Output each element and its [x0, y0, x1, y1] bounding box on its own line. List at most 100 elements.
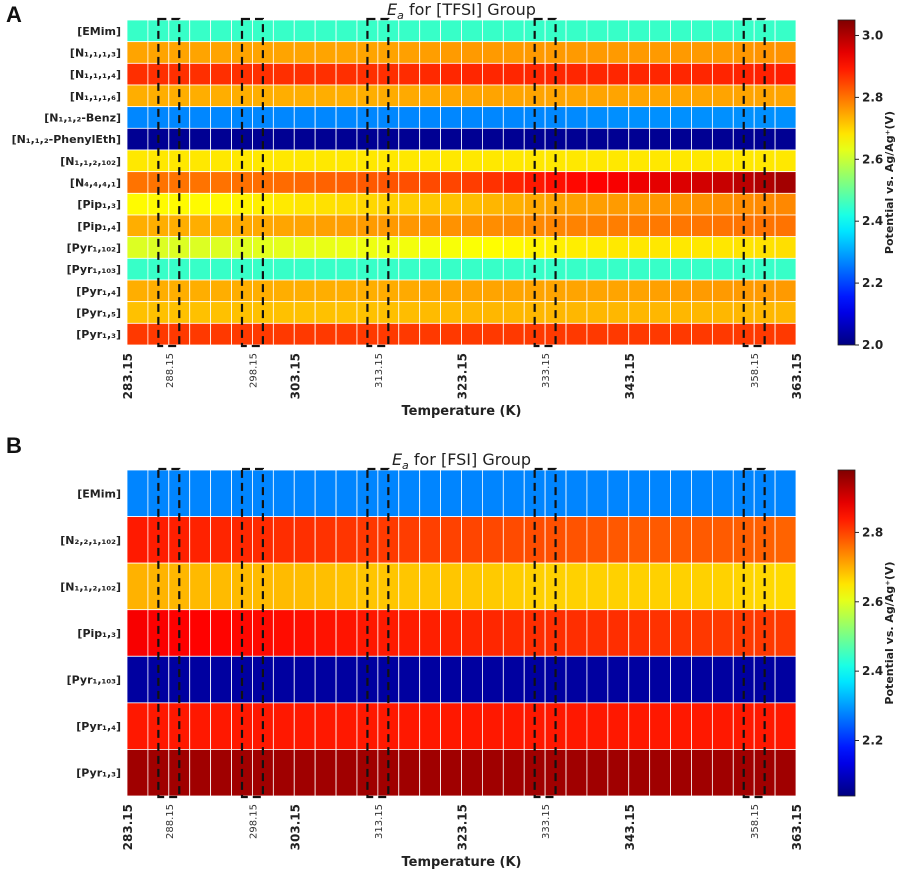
- heatmap-cell: [293, 469, 316, 517]
- heatmap-cell: [126, 609, 149, 657]
- heatmap-cell: [398, 609, 421, 657]
- heatmap-cell: [461, 469, 483, 517]
- heatmap-cell: [314, 469, 337, 517]
- heatmap-cell: [419, 609, 441, 657]
- heatmap-cell: [440, 655, 462, 704]
- row-label: [Pyr₁,₅]: [76, 307, 121, 320]
- heatmap-cell: [272, 702, 295, 750]
- x-tick-major: 303.15: [288, 804, 302, 850]
- heatmap-cell: [482, 609, 504, 657]
- colorbar-tick-label: 2.2: [862, 276, 883, 290]
- x-tick-minor: 313.15: [374, 353, 385, 388]
- heatmap-cell: [774, 609, 797, 657]
- heatmap-cell: [774, 469, 797, 517]
- heatmap-cell: [565, 655, 588, 704]
- heatmap-cell: [272, 655, 295, 704]
- x-tick-minor: 333.15: [541, 804, 552, 839]
- heatmap-cell: [586, 655, 609, 704]
- heatmap-cell: [461, 702, 483, 750]
- heatmap-cell: [607, 469, 630, 517]
- heatmap-cell: [419, 562, 441, 611]
- colorbar-tick-label: 2.8: [862, 90, 883, 104]
- heatmap-cell: [711, 702, 734, 750]
- heatmap-cell: [711, 562, 734, 611]
- heatmap-cell: [586, 469, 609, 517]
- heatmap-cell: [628, 702, 651, 750]
- heatmap-cell: [419, 655, 441, 704]
- x-tick-major: 303.15: [288, 353, 302, 399]
- x-tick-major: 323.15: [456, 804, 470, 850]
- heatmap-cell: [210, 702, 232, 750]
- heatmap-cell: [607, 609, 630, 657]
- heatmap-cell: [628, 609, 651, 657]
- heatmap-cell: [314, 609, 337, 657]
- colorbar-tick-label: 2.4: [862, 664, 883, 678]
- x-tick-major: 283.15: [121, 353, 135, 399]
- heatmap-cell: [607, 702, 630, 750]
- heatmap-cell: [293, 609, 316, 657]
- heatmap-cell: [126, 702, 149, 750]
- colorbar-tick-label: 2.0: [862, 338, 883, 352]
- heatmap-cell: [440, 562, 462, 611]
- highlight-box: [533, 17, 557, 348]
- heatmap-cell: [419, 749, 441, 797]
- heatmap-cell: [565, 609, 588, 657]
- heatmap-cell: [189, 516, 212, 564]
- highlight-box: [240, 17, 264, 348]
- heatmap-cell: [210, 609, 232, 657]
- heatmap-cell: [126, 516, 149, 564]
- heatmap-cell: [461, 655, 483, 704]
- heatmap-cell: [189, 469, 212, 517]
- heatmap-cell: [398, 516, 421, 564]
- colorbar-tick-label: 2.6: [862, 152, 883, 166]
- heatmap-cell: [272, 749, 295, 797]
- heatmap-cell: [419, 702, 441, 750]
- row-label: [Pyr₁,₄]: [76, 285, 121, 298]
- heatmap-cell: [335, 749, 358, 797]
- row-label: [N₁,₁,₁,₆]: [70, 90, 121, 103]
- heatmap-cell: [440, 702, 462, 750]
- row-label: [Pyr₁,₁₀₃]: [67, 263, 121, 276]
- colorbar: [837, 469, 856, 797]
- heatmap-cell: [398, 655, 421, 704]
- x-axis-label: Temperature (K): [402, 855, 522, 870]
- heatmap-cell: [126, 749, 149, 797]
- highlight-box: [240, 467, 264, 799]
- heatmap-cell: [189, 702, 212, 750]
- heatmap-cell: [335, 702, 358, 750]
- heatmap-cell: [607, 655, 630, 704]
- heatmap-cell: [502, 655, 525, 704]
- x-tick-minor: 288.15: [165, 353, 176, 388]
- row-label: [N₁,₁,₂,₁₀₂]: [60, 155, 121, 168]
- highlight-box: [366, 467, 390, 799]
- heatmap-cell: [691, 609, 713, 657]
- row-label: [Pip₁,₃]: [77, 627, 121, 640]
- heatmap-cell: [670, 609, 692, 657]
- row-label: [Pyr₁,₃]: [76, 328, 121, 341]
- chart-title: Ea for [FSI] Group: [392, 450, 531, 472]
- colorbar-tick-label: 2.2: [862, 734, 883, 748]
- heatmap-cell: [628, 562, 651, 611]
- x-tick-minor: 298.15: [248, 804, 259, 839]
- row-label: [N₁,₁,₁,₃]: [70, 47, 121, 60]
- heatmap-cell: [565, 562, 588, 611]
- row-label: [N₄,₄,₄,₁]: [70, 177, 121, 190]
- heatmap-cell: [461, 749, 483, 797]
- heatmap-cell: [398, 702, 421, 750]
- heatmap-cell: [398, 749, 421, 797]
- heatmap-cell: [649, 702, 671, 750]
- heatmap-cell: [711, 749, 734, 797]
- colorbar-label: Potential vs. Ag/Ag⁺(V): [883, 111, 896, 254]
- heatmap-cell: [649, 469, 671, 517]
- heatmap-cell: [502, 516, 525, 564]
- heatmap-cell: [272, 516, 295, 564]
- heatmap-cell: [691, 562, 713, 611]
- row-label: [Pyr₁,₃]: [76, 767, 121, 780]
- heatmap-cell: [774, 702, 797, 750]
- heatmap-cell: [565, 749, 588, 797]
- heatmap-cell: [126, 562, 149, 611]
- heatmap-cell: [586, 516, 609, 564]
- heatmap-cell: [774, 655, 797, 704]
- heatmap-cell: [607, 516, 630, 564]
